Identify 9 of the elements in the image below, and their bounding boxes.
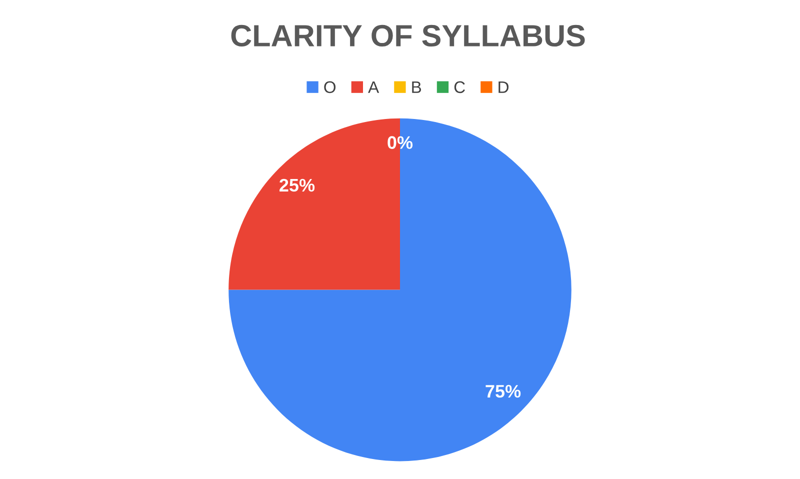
- text: 0%: [388, 136, 413, 149]
- chart-title: CLARITY OF SYLLABUS: [231, 24, 585, 47]
- legend-label: O: [324, 81, 336, 94]
- legend-label: D: [498, 81, 509, 93]
- legend-label: B: [412, 81, 422, 93]
- legend-label: C: [454, 81, 465, 94]
- data-label: 25%: [280, 178, 315, 192]
- legend-label: A: [368, 81, 380, 93]
- data-label: 75%: [486, 384, 521, 398]
